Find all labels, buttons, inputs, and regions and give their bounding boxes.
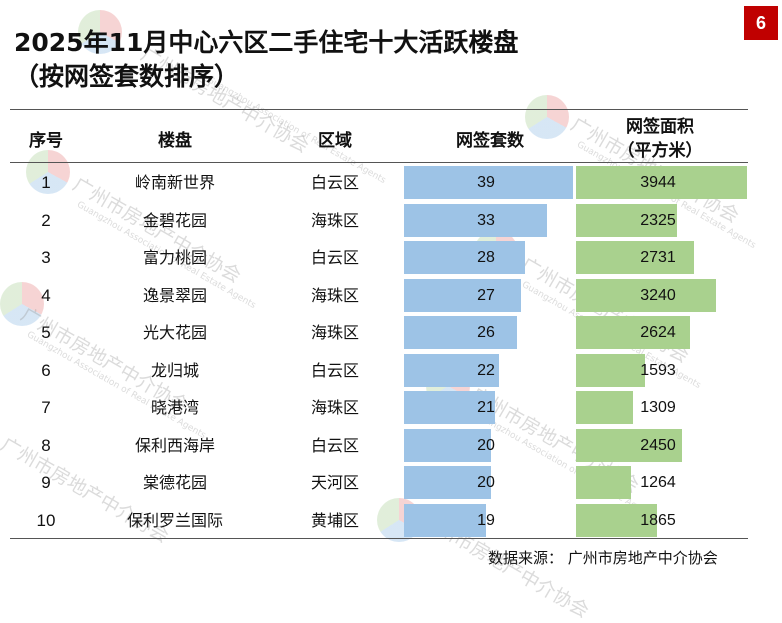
row-name: 金碧花园 <box>142 210 207 230</box>
units-bar <box>404 503 486 537</box>
units-bar <box>404 428 491 462</box>
row-name: 保利西海岸 <box>134 435 215 455</box>
units-value: 21 <box>477 399 495 416</box>
units-bar <box>404 353 499 387</box>
units-value: 28 <box>477 249 495 266</box>
row-name: 龙归城 <box>150 360 199 380</box>
area-bar <box>576 241 694 274</box>
row-name: 保利罗兰国际 <box>126 510 223 530</box>
row-name: 光大花园 <box>142 323 207 342</box>
area-value: 3240 <box>640 286 676 304</box>
area-value: 2624 <box>640 324 676 341</box>
table-header-rule <box>10 162 748 163</box>
area-value: 2450 <box>640 436 676 454</box>
area-bar <box>576 278 716 312</box>
row-seq: 3 <box>41 248 51 267</box>
area-value: 2325 <box>640 211 676 229</box>
title-line-2: （按网签套数排序） <box>14 62 240 91</box>
row-name: 岭南新世界 <box>134 173 215 192</box>
row-district: 海珠区 <box>310 210 359 230</box>
header-area-line-2: （平方米） <box>617 141 703 161</box>
area-bar <box>576 166 747 199</box>
area-bar <box>576 353 645 387</box>
area-bar <box>576 203 677 237</box>
row-name: 晓港湾 <box>150 398 199 417</box>
header-name: 楼盘 <box>158 131 192 151</box>
row-seq: 2 <box>41 210 51 230</box>
units-value: 20 <box>477 436 495 454</box>
area-value: 1593 <box>640 361 676 379</box>
header-seq: 序号 <box>29 131 63 151</box>
area-value: 2731 <box>640 249 676 266</box>
row-district: 白云区 <box>310 248 359 267</box>
row-seq: 10 <box>36 510 56 530</box>
header-units: 网签套数 <box>456 131 524 151</box>
units-bar <box>404 391 495 424</box>
title-line-1: 2025年11月中心六区二手住宅十大活跃楼盘 <box>14 28 519 57</box>
header-area: 网签面积 （平方米） <box>600 115 720 163</box>
units-bar <box>404 316 517 349</box>
units-bar <box>404 241 525 274</box>
units-value: 20 <box>477 474 495 491</box>
row-seq: 7 <box>41 398 51 417</box>
units-value: 26 <box>477 324 495 341</box>
units-value: 27 <box>477 286 495 304</box>
area-bar <box>576 391 633 424</box>
row-district: 海珠区 <box>310 398 359 417</box>
row-seq: 5 <box>41 323 51 342</box>
units-value: 22 <box>477 361 495 379</box>
area-value: 1865 <box>640 511 676 529</box>
area-bar <box>576 428 682 462</box>
area-bar <box>576 503 657 537</box>
units-value: 19 <box>477 511 495 529</box>
row-seq: 6 <box>41 360 51 380</box>
area-bar <box>576 316 690 349</box>
row-name: 棠德花园 <box>142 473 207 492</box>
row-district: 海珠区 <box>310 323 359 342</box>
area-value: 1264 <box>640 474 676 491</box>
page-title: 2025年11月中心六区二手住宅十大活跃楼盘 （按网签套数排序） <box>14 26 714 94</box>
data-source-note: 数据来源： 广州市房地产中介协会 <box>488 549 718 567</box>
row-district: 白云区 <box>310 360 359 380</box>
row-district: 天河区 <box>310 473 359 492</box>
area-value: 3944 <box>640 174 676 191</box>
table-bottom-rule <box>10 538 748 539</box>
row-seq: 9 <box>41 473 51 492</box>
header-district: 区域 <box>318 131 352 151</box>
row-district: 黄埔区 <box>310 510 359 530</box>
area-value: 1309 <box>640 399 676 416</box>
row-district: 海珠区 <box>310 285 359 305</box>
row-seq: 8 <box>41 435 51 455</box>
page-number-badge: 6 <box>744 6 778 40</box>
units-value: 33 <box>477 211 495 229</box>
row-name: 逸景翠园 <box>142 285 207 305</box>
row-seq: 4 <box>41 285 51 305</box>
header-area-line-1: 网签面积 <box>626 117 694 137</box>
row-name: 富力桃园 <box>142 248 207 267</box>
units-bar <box>404 166 573 199</box>
units-bar <box>404 278 521 312</box>
table-top-rule <box>10 109 748 110</box>
units-bar <box>404 466 491 499</box>
units-value: 39 <box>477 174 495 191</box>
row-district: 白云区 <box>310 173 359 192</box>
area-bar <box>576 466 631 499</box>
row-seq: 1 <box>41 173 51 192</box>
units-bar <box>404 203 547 237</box>
row-district: 白云区 <box>310 435 359 455</box>
